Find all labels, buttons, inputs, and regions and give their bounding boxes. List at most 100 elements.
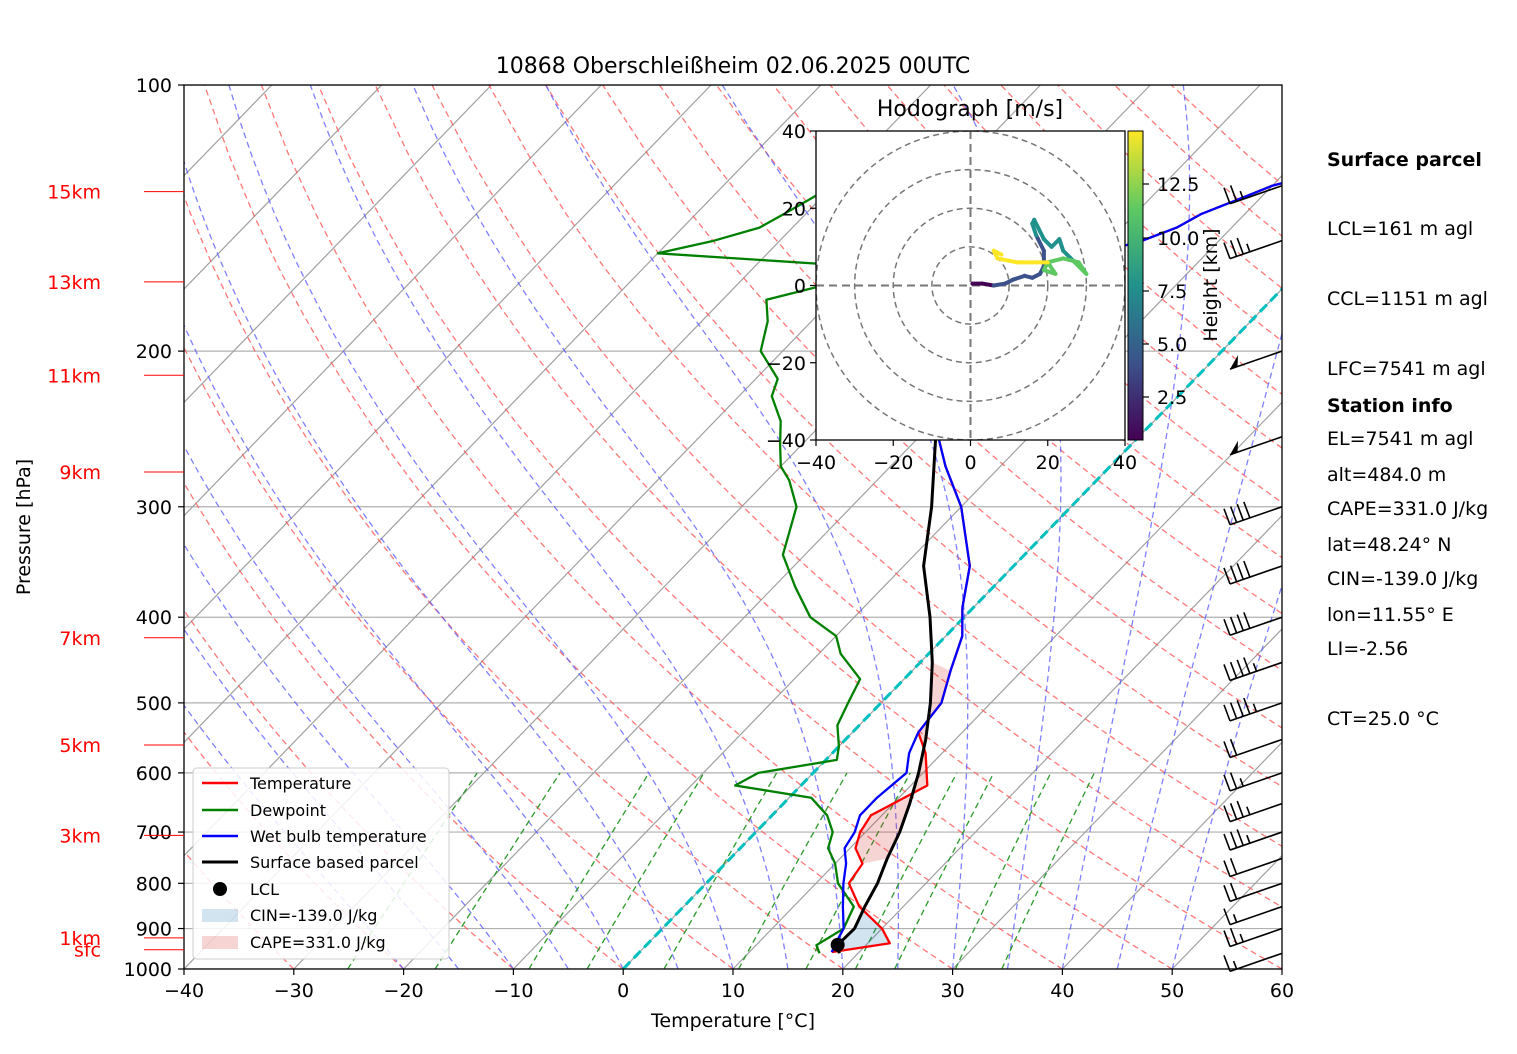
wind-barb-full: [1236, 237, 1244, 255]
surface-parcel-panel: Surface parcel LCL=161 m agl CCL=1151 m …: [1327, 102, 1488, 754]
wind-barb-full: [1236, 800, 1244, 818]
hodograph-ring: [853, 168, 1088, 403]
wind-barb: [1223, 882, 1283, 903]
wind-barb-full: [1223, 860, 1231, 877]
wind-barb-staff: [1229, 506, 1283, 526]
wind-barb-full: [1229, 506, 1238, 523]
info-lon: lon=11.55° E: [1327, 604, 1454, 627]
legend-cape: CAPE=331.0 J/kg: [250, 933, 386, 952]
wind-barb-full: [1236, 659, 1244, 677]
hodo-y-tick-label: 20: [782, 198, 806, 220]
wind-barb-full: [1243, 697, 1251, 715]
mixing-ratio-line: [586, 772, 705, 969]
wind-barb: [1223, 237, 1283, 260]
y-tick-label: 400: [136, 607, 172, 629]
height-label: sfc: [74, 940, 101, 962]
hodo-y-tick-label: 40: [782, 121, 806, 143]
wind-barb-staff: [1229, 882, 1283, 903]
wind-barb: [1229, 436, 1283, 456]
colorbar-tick-label: 5.0: [1157, 334, 1187, 356]
lcl-marker: [830, 937, 845, 952]
wind-barb-full: [1229, 772, 1238, 789]
y-tick-label: 500: [136, 693, 172, 715]
wind-barb-staff: [1229, 239, 1283, 260]
hodo-x-tick-label: −40: [796, 452, 836, 474]
legend: Temperature Dewpoint Wet bulb temperatur…: [192, 767, 450, 960]
mixing-ratio-line: [663, 772, 778, 969]
dry-adiabat: [184, 194, 844, 969]
wind-barb-full: [1223, 930, 1231, 947]
info-lat: lat=48.24° N: [1327, 534, 1452, 557]
x-tick-label: 0: [617, 980, 629, 1002]
dry-adiabat: [488, 85, 1282, 847]
hodograph-segment: [995, 256, 1019, 265]
wind-barb: [1223, 927, 1283, 948]
hodograph-ring: [892, 207, 1049, 364]
height-label: 11km: [47, 365, 101, 387]
wind-barb-full: [1223, 567, 1231, 585]
station-info-panel: Station info alt=484.0 m lat=48.24° N lo…: [1327, 348, 1454, 651]
hodograph-ring: [931, 246, 1010, 325]
info-ccl: CCL=1151 m agl: [1327, 288, 1488, 311]
dry-adiabat: [184, 345, 734, 969]
wind-barb-half: [1232, 914, 1238, 923]
y-tick-label: 700: [136, 822, 172, 844]
colorbar-tick-label: 7.5: [1157, 281, 1187, 303]
hodograph-segment: [1061, 256, 1081, 265]
wind-barb-full: [1229, 702, 1238, 719]
isotherm-line: [184, 85, 492, 404]
wind-barb-full: [1236, 614, 1244, 631]
wind-barb-half: [1239, 778, 1244, 787]
wind-barb-full: [1229, 831, 1238, 849]
isotherm-line: [1061, 741, 1282, 969]
wind-barb-half: [1246, 806, 1251, 816]
cape-area: [855, 662, 951, 864]
wind-barb-staff: [1229, 857, 1283, 878]
wet-bulb-line: [830, 182, 1282, 953]
wind-barb-full: [1229, 857, 1238, 875]
wind-barb-full: [1223, 774, 1231, 792]
hodo-x-tick-label: 0: [964, 452, 976, 474]
x-axis-label: Temperature [°C]: [650, 1010, 815, 1032]
wind-barb: [1223, 612, 1283, 636]
hodograph-segment: [991, 248, 1004, 257]
hodo-x-tick-label: 40: [1113, 452, 1137, 474]
y-tick-label: 600: [136, 763, 172, 785]
hodograph-segment: [1030, 221, 1039, 238]
wind-barb-full: [1229, 927, 1238, 945]
wind-barb: [1223, 738, 1283, 759]
hodograph-segment: [1076, 260, 1089, 276]
wind-barb-full: [1229, 240, 1238, 257]
wind-barb: [1223, 772, 1283, 792]
wind-barb: [1223, 560, 1283, 585]
dewpoint-line: [656, 175, 862, 954]
legend-temperature: Temperature: [249, 774, 351, 793]
legend-wetbulb: Wet bulb temperature: [250, 827, 427, 846]
wind-barb-staff: [1229, 616, 1283, 636]
mixing-ratio-line: [528, 772, 650, 969]
wind-barb-full: [1223, 242, 1231, 259]
wind-barb-full: [1229, 882, 1238, 900]
mixing-ratio-line: [434, 772, 561, 969]
moist-adiabat: [1061, 85, 1191, 969]
wind-barb-full: [1243, 612, 1251, 629]
wind-barb-half: [1232, 960, 1238, 970]
wind-barb-full: [1236, 829, 1244, 846]
x-tick-label: −10: [493, 980, 533, 1002]
wind-barb-pennant: [1230, 355, 1238, 370]
wind-barb-staff: [1229, 831, 1283, 851]
y-tick-label: 100: [136, 75, 172, 97]
wind-barb: [1223, 697, 1283, 722]
wind-barb-half: [1252, 662, 1258, 672]
wind-barb-full: [1229, 616, 1238, 634]
wind-barb: [1223, 657, 1283, 682]
moist-adiabat: [412, 85, 844, 969]
mixing-ratio-line: [1001, 772, 1095, 969]
wind-barb-pennant: [1230, 440, 1238, 455]
wind-barb-full: [1223, 805, 1231, 822]
wind-barb: [1229, 350, 1283, 370]
moist-adiabat: [545, 85, 900, 969]
y-tick-label: 800: [136, 873, 172, 895]
legend-dewpoint: Dewpoint: [250, 801, 326, 820]
